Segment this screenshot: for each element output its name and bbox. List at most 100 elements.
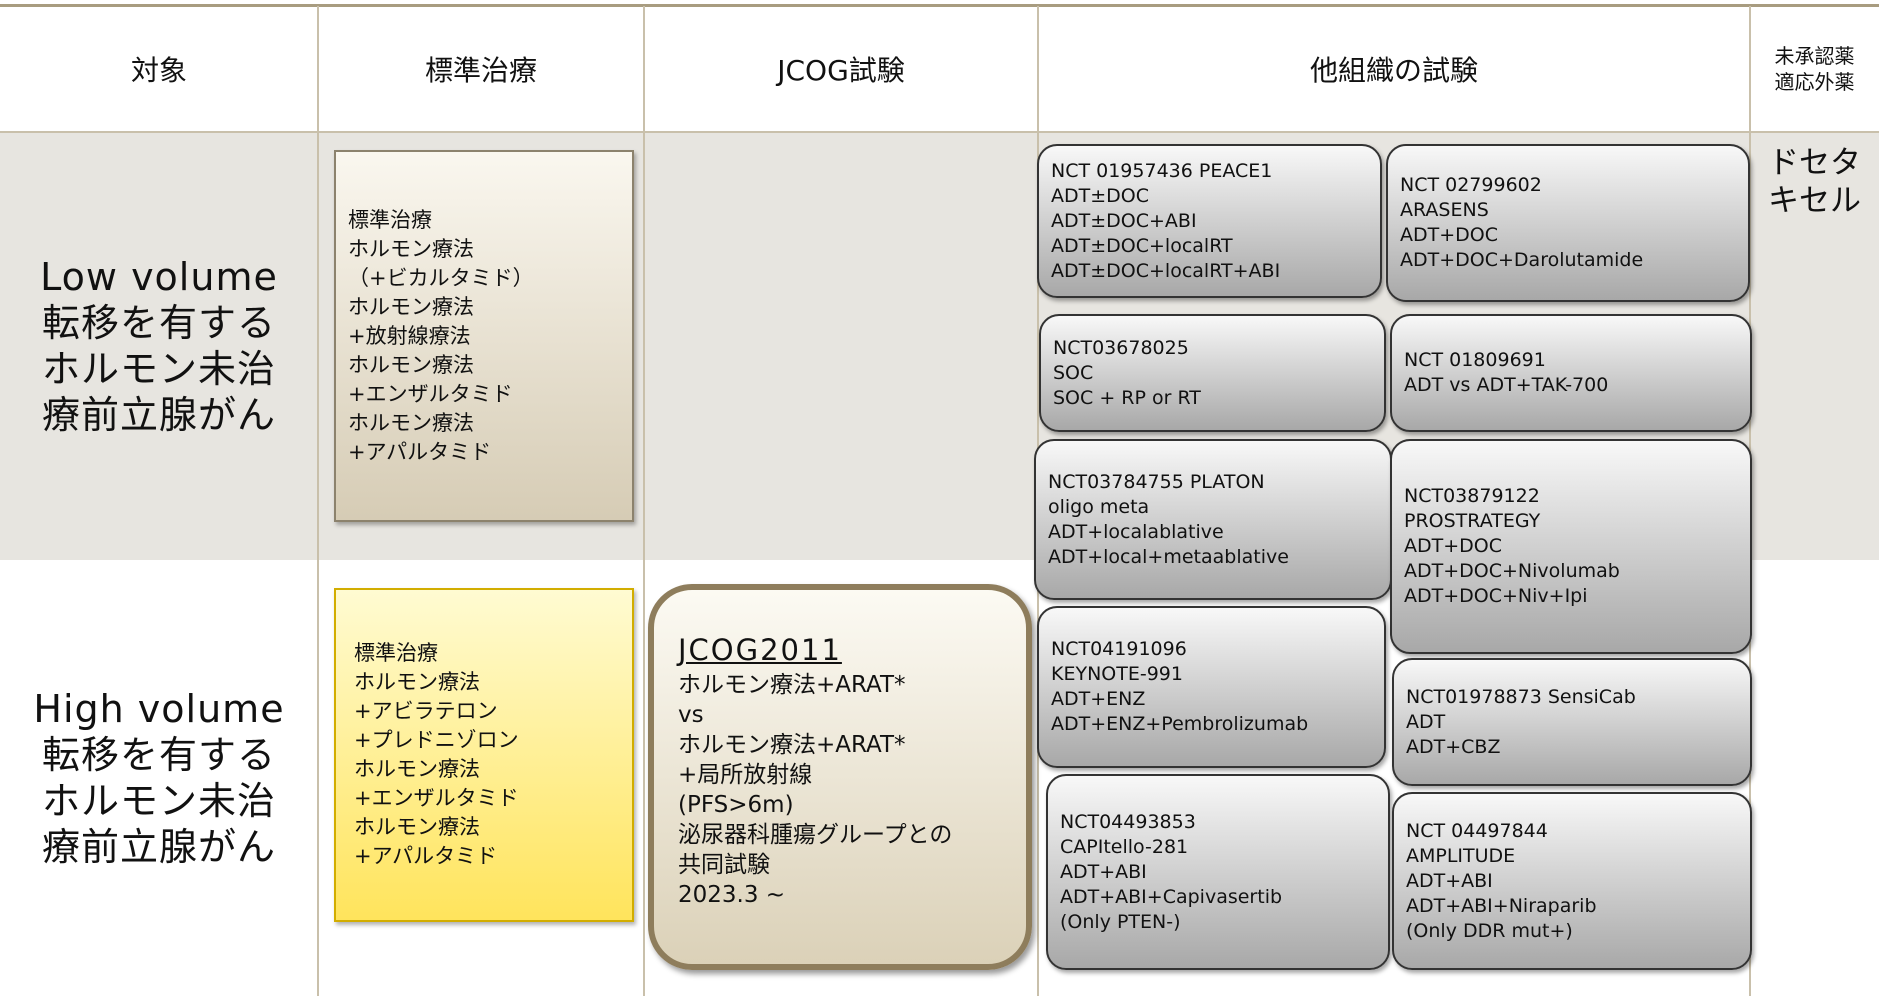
trial-line: ADT+ABI+Capivasertib: [1060, 885, 1283, 908]
standard-line: ホルモン療法: [354, 757, 480, 781]
trial-line: SOC + RP or RT: [1053, 386, 1201, 409]
trial-line: NCT 01957436 PEACE1: [1051, 159, 1273, 182]
standard-line: +アパルタミド: [348, 439, 492, 464]
jcog-line: (PFS>6m): [678, 792, 794, 818]
trial-line: NCT03784755 PLATON: [1048, 470, 1265, 493]
jcog-line: ホルモン療法+ARAT*: [678, 732, 906, 758]
trial-box: NCT03879122 PROSTRATEGY ADT+DOC ADT+DOC+Niv…: [1390, 439, 1752, 654]
trial-line: ADT+localablative: [1048, 520, 1224, 543]
trial-line: ADT: [1406, 710, 1446, 733]
jcog-id: JCOG2011: [678, 633, 842, 667]
row-label-line: 療前立腺がん: [41, 393, 276, 437]
trial-line: PROSTRATEGY: [1404, 510, 1541, 532]
trial-line: ADT+ABI: [1060, 860, 1147, 883]
header-cell: 他組織の試験: [1038, 6, 1750, 132]
header-text: 他組織の試験: [1309, 54, 1478, 87]
standard-box: 標準治療ホルモン療法 （+ビカルタミド） ホルモン療法 +放射線療法 ホルモン療法 +エン…: [334, 150, 634, 522]
trial-line: oligo meta: [1048, 495, 1150, 518]
row-label-line: ホルモン未治: [41, 779, 276, 823]
trial-line: ADT+DOC: [1404, 535, 1503, 557]
standard-line: +プレドニゾロン: [354, 728, 519, 752]
trial-line: NCT01978873 SensiCab: [1406, 685, 1636, 708]
header-divider: [0, 131, 1879, 133]
standard-line: ホルモン療法: [348, 236, 474, 261]
standard-line: （+ビカルタミド）: [348, 265, 534, 290]
trial-box: NCT03784755 PLATON oligo meta ADT+localabl…: [1034, 439, 1392, 600]
standard-line: +エンザルタミド: [348, 381, 513, 406]
trial-line: KEYNOTE-991: [1051, 663, 1183, 685]
row-label-line: 療前立腺がん: [41, 825, 276, 869]
row-label: High volume 転移を有する ホルモン未治 療前立腺がん: [0, 560, 318, 996]
standard-line: 標準治療: [348, 207, 432, 232]
trial-box: NCT 04497844 AMPLITUDE ADT+ABI ADT+ABI+Nira…: [1392, 792, 1752, 970]
jcog-line: 泌尿器科腫瘍グループとの: [678, 822, 953, 848]
jcog-line: +局所放射線: [678, 762, 813, 788]
header-text: 未承認薬: [1774, 44, 1855, 68]
trial-line: (Only PTEN-): [1060, 910, 1181, 933]
trial-box: NCT 02799602 ARASENS ADT+DOC ADT+DOC+Darolu…: [1386, 144, 1750, 302]
row-background: [1750, 132, 1879, 560]
trial-box: NCT01978873 SensiCab ADT ADT+CBZ: [1392, 658, 1752, 786]
trial-line: NCT03879122: [1404, 485, 1540, 507]
standard-line: ホルモン療法: [348, 352, 474, 377]
row-label-line: ホルモン未治: [41, 347, 276, 391]
jcog-line: 2023.3 ~: [678, 882, 786, 908]
unapproved-line: キセル: [1768, 183, 1861, 219]
trial-line: (Only DDR mut+): [1406, 919, 1573, 942]
row-label-line: 転移を有する: [41, 301, 276, 345]
standard-line: ホルモン療法: [348, 410, 474, 435]
trial-line: ADT+DOC+Niv+Ipi: [1404, 585, 1588, 607]
trial-line: ADT+ENZ+Pembrolizumab: [1051, 713, 1309, 735]
row-label-line: High volume: [33, 687, 285, 731]
standard-line: ホルモン療法: [354, 815, 480, 839]
header-cell: 標準治療: [318, 6, 644, 132]
trial-line: ADT+DOC+Nivolumab: [1404, 560, 1620, 582]
standard-line: +アパルタミド: [354, 844, 498, 868]
trial-line: CAPItello-281: [1060, 835, 1189, 858]
trial-line: NCT04493853: [1060, 810, 1196, 833]
header-text: 標準治療: [424, 54, 537, 87]
header-text: 対象: [130, 54, 187, 87]
header-text: JCOG試験: [777, 54, 905, 87]
trial-line: ADT+CBZ: [1406, 735, 1501, 758]
unapproved-line: ドセタ: [1768, 145, 1861, 181]
jcog-line: 共同試験: [678, 852, 770, 878]
standard-line: 標準治療: [354, 641, 438, 665]
jcog-line: ホルモン療法+ARAT*: [678, 672, 906, 698]
trial-line: ADT±DOC+ABI: [1051, 209, 1197, 232]
column-divider: [643, 6, 645, 996]
trial-box: NCT 01809691 ADT vs ADT+TAK-700: [1390, 314, 1752, 432]
trial-line: NCT 04497844: [1406, 819, 1548, 842]
header-text: 適応外薬: [1774, 70, 1855, 94]
trial-box: NCT 01957436 PEACE1 ADT±DOC ADT±DOC+ABI ADT…: [1037, 144, 1382, 298]
trial-line: ADT+ABI: [1406, 869, 1493, 892]
trial-line: ADT+local+metaablative: [1048, 545, 1289, 568]
standard-line: +放射線療法: [348, 323, 471, 348]
trial-line: SOC: [1053, 361, 1094, 384]
trial-line: NCT 02799602: [1400, 174, 1542, 196]
trial-line: ADT±DOC: [1051, 184, 1150, 207]
header-cell: 対象: [0, 6, 318, 132]
trial-line: NCT 01809691: [1404, 349, 1546, 371]
column-divider: [317, 6, 319, 996]
trial-line: ADT+DOC+Darolutamide: [1400, 249, 1644, 271]
trial-line: ADT±DOC+localRT: [1051, 234, 1233, 257]
trial-line: ARASENS: [1400, 199, 1489, 221]
standard-line: +エンザルタミド: [354, 786, 519, 810]
trial-line: ADT vs ADT+TAK-700: [1404, 374, 1609, 396]
standard-line: ホルモン療法: [348, 294, 474, 319]
unapproved: ドセタ キセル: [1768, 144, 1878, 220]
header-cell: JCOG試験: [644, 6, 1038, 132]
trial-box: NCT04493853 CAPItello-281 ADT+ABI ADT+ABI+C…: [1046, 774, 1390, 970]
row-label-line: 転移を有する: [41, 733, 276, 777]
standard-line: +アビラテロン: [354, 699, 498, 723]
standard-box: 標準治療ホルモン療法 +アビラテロン +プレドニゾロン ホルモン療法 +エンザルタミドホ…: [334, 588, 634, 922]
trial-line: NCT04191096: [1051, 638, 1187, 660]
trial-line: ADT+ABI+Niraparib: [1406, 894, 1597, 917]
jcog-box: JCOG2011 ホルモン療法+ARAT* vs ホルモン療法+ARAT* +局所放射線…: [648, 584, 1032, 970]
trial-line: ADT±DOC+localRT+ABI: [1051, 259, 1281, 282]
jcog-line: vs: [678, 702, 704, 728]
standard-line: ホルモン療法: [354, 670, 480, 694]
trial-line: ADT+DOC: [1400, 224, 1499, 246]
